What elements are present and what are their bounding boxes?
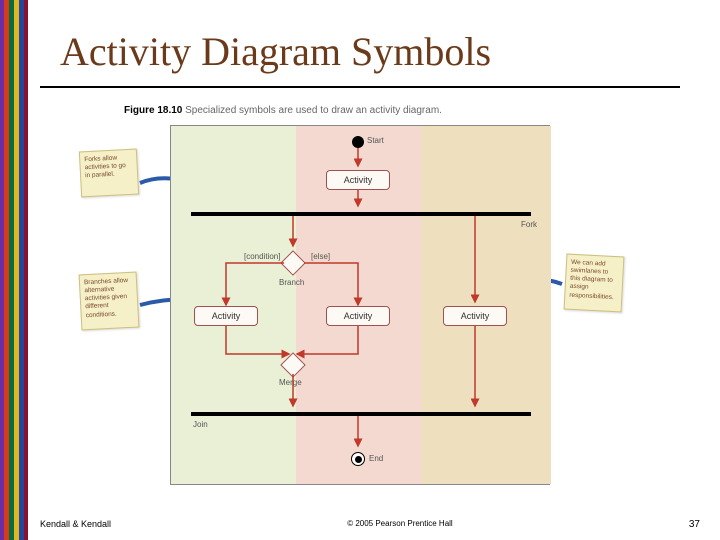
start-node	[352, 136, 364, 148]
footer-left: Kendall & Kendall	[40, 519, 111, 530]
figure-area: Figure 18.10 Specialized symbols are use…	[110, 105, 630, 485]
join-label: Join	[193, 420, 208, 429]
side-stripe	[0, 0, 28, 540]
figure-number: Figure 18.10	[124, 105, 182, 116]
activity-node-top: Activity	[326, 170, 390, 190]
flow-arrow	[471, 216, 481, 306]
page-title: Activity Diagram Symbols	[60, 28, 491, 75]
footer-center: © 2005 Pearson Prentice Hall	[347, 519, 453, 530]
figure-caption: Figure 18.10 Specialized symbols are use…	[124, 105, 442, 116]
sticky-branches: Branches allow alternative activities gi…	[79, 272, 140, 331]
end-label: End	[369, 454, 383, 463]
end-node	[351, 452, 365, 466]
diagram-frame: Start Activity Fork [condition] [else] B…	[170, 125, 550, 485]
flow-arrow	[471, 326, 481, 410]
title-underline	[40, 86, 680, 88]
else-label: [else]	[311, 252, 330, 261]
condition-label: [condition]	[244, 252, 280, 261]
fork-label: Fork	[521, 220, 537, 229]
activity-label: Activity	[461, 311, 490, 321]
start-label: Start	[367, 136, 384, 145]
flow-arrow	[221, 261, 291, 309]
flow-arrow	[354, 190, 364, 210]
flow-arrow	[354, 148, 364, 170]
activity-label: Activity	[344, 311, 373, 321]
activity-node-3: Activity	[443, 306, 507, 326]
flow-arrow	[302, 261, 366, 309]
activity-label: Activity	[344, 175, 373, 185]
stripe-6	[24, 0, 28, 540]
activity-node-2: Activity	[326, 306, 390, 326]
activity-node-1: Activity	[194, 306, 258, 326]
activity-label: Activity	[212, 311, 241, 321]
swimlane-3	[421, 126, 551, 484]
page-number: 37	[689, 519, 700, 530]
flow-arrow	[289, 216, 299, 250]
flow-arrow	[354, 416, 364, 450]
sticky-swimlanes: We can add swimlanes to this diagram to …	[564, 254, 625, 313]
flow-arrow	[289, 374, 299, 410]
figure-text: Specialized symbols are used to draw an …	[185, 105, 442, 116]
footer: Kendall & Kendall © 2005 Pearson Prentic…	[40, 519, 700, 530]
sticky-forks: Forks allow activities to go in parallel…	[79, 149, 139, 198]
